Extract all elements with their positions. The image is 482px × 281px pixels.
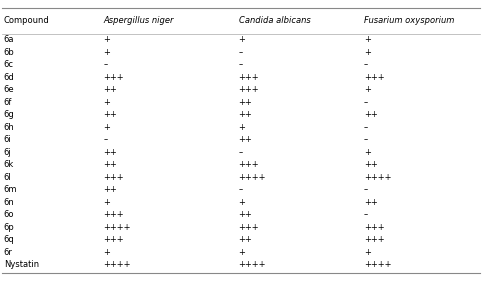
Text: ++: ++ bbox=[104, 148, 118, 157]
Text: ++: ++ bbox=[239, 98, 253, 107]
Text: 6b: 6b bbox=[4, 48, 14, 57]
Text: 6o: 6o bbox=[4, 210, 14, 219]
Text: +: + bbox=[104, 198, 110, 207]
Text: ++: ++ bbox=[239, 210, 253, 219]
Text: –: – bbox=[364, 185, 368, 194]
Text: +++: +++ bbox=[364, 235, 385, 244]
Text: 6f: 6f bbox=[4, 98, 12, 107]
Text: +: + bbox=[239, 198, 245, 207]
Text: ++: ++ bbox=[239, 235, 253, 244]
Text: ++++: ++++ bbox=[104, 223, 131, 232]
Text: –: – bbox=[364, 60, 368, 69]
Text: –: – bbox=[239, 185, 243, 194]
Text: Aspergillus niger: Aspergillus niger bbox=[104, 16, 174, 25]
Text: Fusarium oxysporium: Fusarium oxysporium bbox=[364, 16, 454, 25]
Text: ++++: ++++ bbox=[239, 260, 266, 269]
Text: +++: +++ bbox=[239, 160, 259, 169]
Text: ++++: ++++ bbox=[239, 173, 266, 182]
Text: –: – bbox=[364, 123, 368, 132]
Text: Nystatin: Nystatin bbox=[4, 260, 39, 269]
Text: ++: ++ bbox=[104, 110, 118, 119]
Text: +++: +++ bbox=[104, 235, 124, 244]
Text: 6g: 6g bbox=[4, 110, 14, 119]
Text: –: – bbox=[239, 48, 243, 57]
Text: +: + bbox=[364, 85, 371, 94]
Text: ++: ++ bbox=[104, 185, 118, 194]
Text: 6l: 6l bbox=[4, 173, 12, 182]
Text: +++: +++ bbox=[104, 210, 124, 219]
Text: +: + bbox=[364, 148, 371, 157]
Text: ++: ++ bbox=[364, 198, 378, 207]
Text: +++: +++ bbox=[239, 73, 259, 82]
Text: 6i: 6i bbox=[4, 135, 12, 144]
Text: +: + bbox=[239, 248, 245, 257]
Text: +: + bbox=[239, 123, 245, 132]
Text: +: + bbox=[364, 48, 371, 57]
Text: ++: ++ bbox=[364, 160, 378, 169]
Text: 6a: 6a bbox=[4, 35, 14, 44]
Text: +++: +++ bbox=[364, 223, 385, 232]
Text: ++: ++ bbox=[104, 85, 118, 94]
Text: –: – bbox=[239, 148, 243, 157]
Text: +: + bbox=[364, 248, 371, 257]
Text: ++++: ++++ bbox=[364, 173, 391, 182]
Text: 6n: 6n bbox=[4, 198, 14, 207]
Text: ++: ++ bbox=[364, 110, 378, 119]
Text: –: – bbox=[104, 60, 108, 69]
Text: +++: +++ bbox=[104, 173, 124, 182]
Text: +++: +++ bbox=[239, 223, 259, 232]
Text: ++++: ++++ bbox=[364, 260, 391, 269]
Text: +: + bbox=[104, 35, 110, 44]
Text: 6j: 6j bbox=[4, 148, 12, 157]
Text: ++: ++ bbox=[104, 160, 118, 169]
Text: Candida albicans: Candida albicans bbox=[239, 16, 310, 25]
Text: +: + bbox=[239, 35, 245, 44]
Text: –: – bbox=[239, 60, 243, 69]
Text: 6h: 6h bbox=[4, 123, 14, 132]
Text: ++++: ++++ bbox=[104, 260, 131, 269]
Text: +: + bbox=[104, 98, 110, 107]
Text: 6p: 6p bbox=[4, 223, 14, 232]
Text: +: + bbox=[104, 48, 110, 57]
Text: +: + bbox=[104, 248, 110, 257]
Text: +++: +++ bbox=[239, 85, 259, 94]
Text: 6q: 6q bbox=[4, 235, 14, 244]
Text: Compound: Compound bbox=[4, 16, 50, 25]
Text: –: – bbox=[364, 98, 368, 107]
Text: 6r: 6r bbox=[4, 248, 13, 257]
Text: +: + bbox=[104, 123, 110, 132]
Text: 6e: 6e bbox=[4, 85, 14, 94]
Text: +++: +++ bbox=[364, 73, 385, 82]
Text: +: + bbox=[364, 35, 371, 44]
Text: ++: ++ bbox=[239, 110, 253, 119]
Text: –: – bbox=[364, 135, 368, 144]
Text: –: – bbox=[104, 135, 108, 144]
Text: 6k: 6k bbox=[4, 160, 14, 169]
Text: 6m: 6m bbox=[4, 185, 17, 194]
Text: 6d: 6d bbox=[4, 73, 14, 82]
Text: 6c: 6c bbox=[4, 60, 14, 69]
Text: +++: +++ bbox=[104, 73, 124, 82]
Text: ++: ++ bbox=[239, 135, 253, 144]
Text: –: – bbox=[364, 210, 368, 219]
